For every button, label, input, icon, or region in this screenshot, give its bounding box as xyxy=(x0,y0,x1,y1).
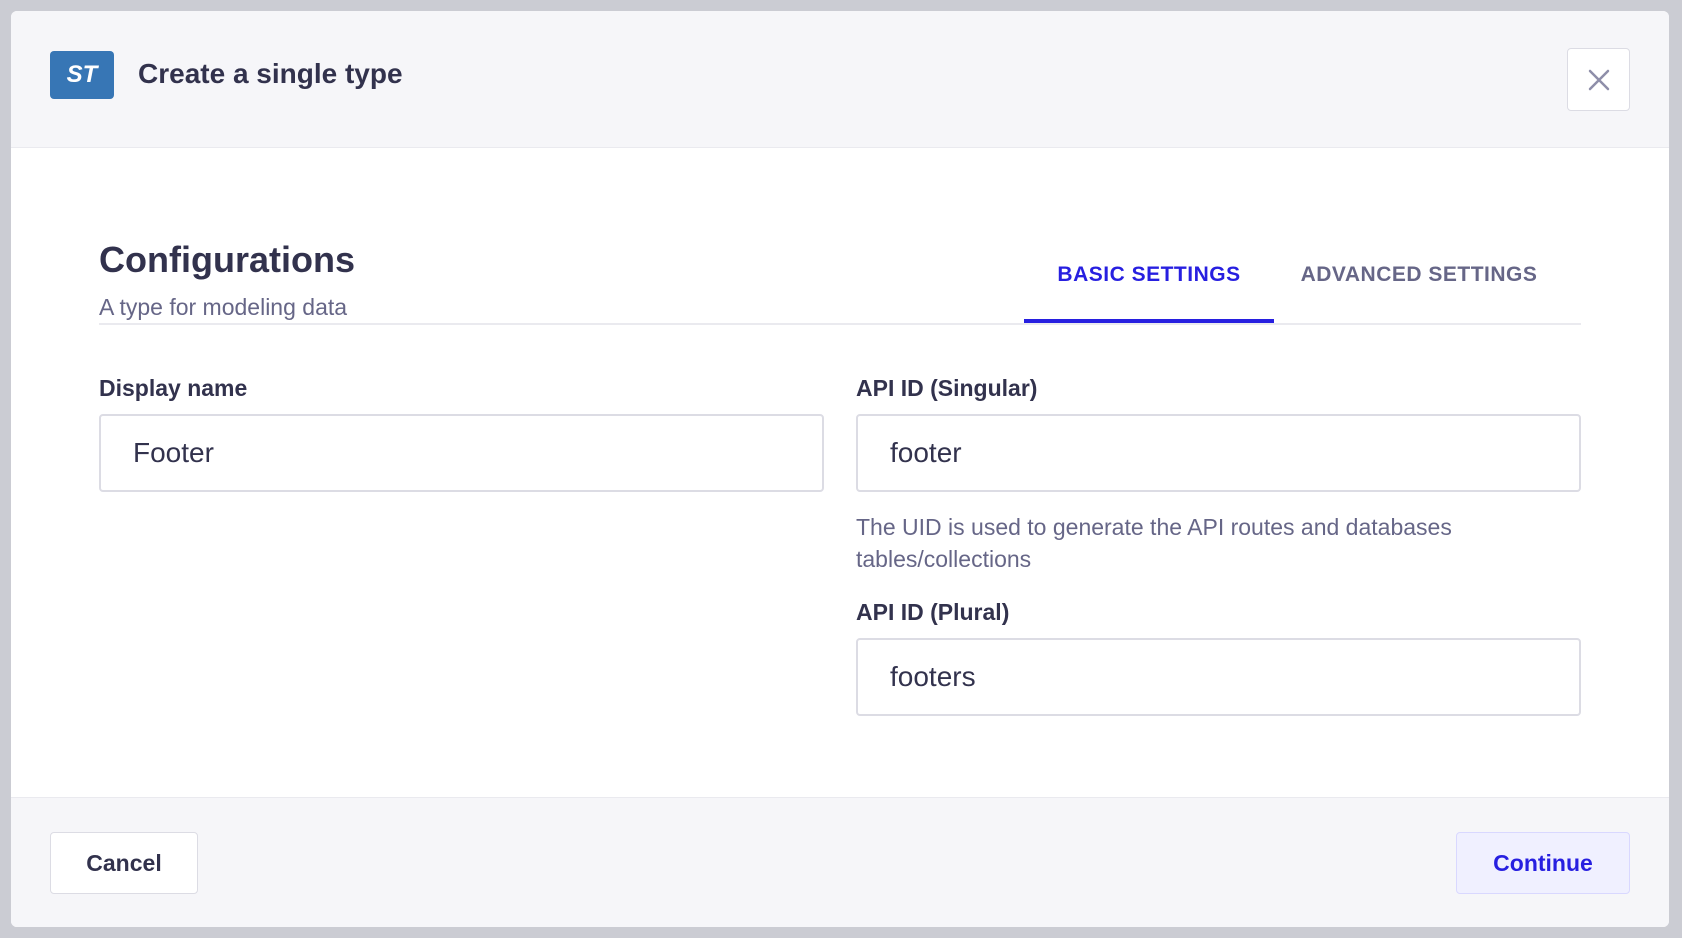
modal-header: ST Create a single type xyxy=(11,11,1669,148)
create-single-type-modal: ST Create a single type Configurations A… xyxy=(11,11,1669,927)
single-type-badge: ST xyxy=(50,51,114,99)
tab-basic-settings[interactable]: BASIC SETTINGS xyxy=(1057,263,1241,286)
modal-title: Create a single type xyxy=(138,58,403,89)
close-icon xyxy=(1588,69,1609,90)
display-name-input[interactable] xyxy=(99,414,824,492)
section-title: Configurations xyxy=(99,239,355,280)
tab-advanced-settings[interactable]: ADVANCED SETTINGS xyxy=(1300,263,1538,286)
continue-button[interactable]: Continue xyxy=(1456,832,1630,894)
api-id-plural-label: API ID (Plural) xyxy=(856,599,1010,625)
api-id-singular-label: API ID (Singular) xyxy=(856,375,1038,401)
cancel-button[interactable]: Cancel xyxy=(50,832,198,894)
section-subtitle: A type for modeling data xyxy=(99,294,348,320)
close-button[interactable] xyxy=(1567,48,1630,111)
api-id-singular-help: The UID is used to generate the API rout… xyxy=(856,514,1452,572)
api-id-singular-input[interactable] xyxy=(856,414,1581,492)
tabs-divider xyxy=(99,323,1581,325)
display-name-label: Display name xyxy=(99,375,248,401)
active-tab-indicator xyxy=(1024,319,1274,323)
api-id-plural-input[interactable] xyxy=(856,638,1581,716)
modal-footer: Cancel Continue xyxy=(11,797,1669,927)
